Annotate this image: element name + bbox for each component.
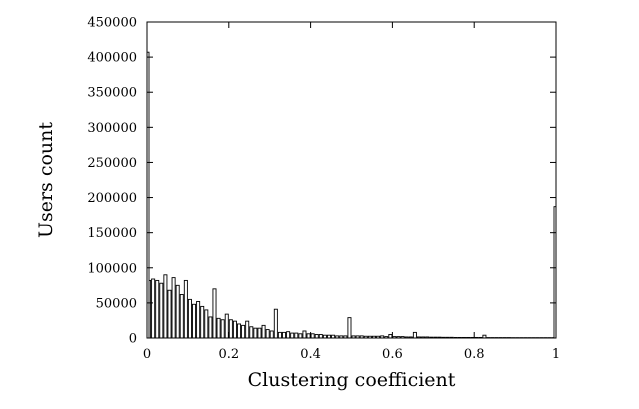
histogram-bar: [347, 317, 352, 339]
x-axis-label: Clustering coefficient: [248, 369, 456, 391]
histogram-bar: [208, 316, 213, 339]
y-tick-label: 350000: [87, 86, 137, 101]
histogram-bar: [224, 313, 229, 339]
y-tick-label: 100000: [87, 261, 137, 276]
histogram-bar: [175, 284, 180, 339]
histogram-bar: [155, 279, 160, 339]
histogram-bar: [318, 334, 323, 339]
histogram-bar: [245, 320, 250, 339]
histogram-bar: [171, 277, 176, 339]
histogram-bar: [388, 334, 393, 339]
y-tick-label: 0: [129, 332, 137, 347]
histogram-bar: [183, 279, 188, 339]
histogram-bar: [212, 288, 217, 339]
bars-group: [146, 51, 557, 339]
histogram-bar: [269, 330, 274, 339]
histogram-bar: [257, 327, 262, 339]
histogram-bar: [179, 294, 184, 339]
y-tick-label: 200000: [87, 191, 137, 206]
x-tick-label: 0.4: [300, 347, 321, 362]
histogram-bar: [196, 301, 201, 339]
histogram-bar: [314, 334, 319, 339]
histogram-bar: [261, 324, 266, 339]
x-tick-label: 0: [143, 347, 151, 362]
histogram-bar: [294, 332, 299, 339]
histogram-bar: [241, 324, 246, 339]
plot-frame: [146, 21, 557, 339]
histogram-bar: [277, 331, 282, 339]
histogram-bar: [159, 282, 164, 339]
y-axis-label: Users count: [35, 122, 57, 238]
histogram-bar: [204, 309, 209, 339]
histogram-bar: [412, 331, 417, 339]
histogram-bar: [163, 274, 168, 339]
histogram-bar: [192, 303, 197, 339]
histogram-bar: [187, 298, 192, 339]
ticks-group: 0 50000 100000 150000 200000 250000 300000 3500…: [87, 16, 560, 363]
y-tick-label: 300000: [87, 121, 137, 136]
histogram-bar: [286, 331, 291, 339]
histogram-bar: [253, 327, 258, 339]
histogram-bar: [306, 333, 311, 339]
histogram-bar: [220, 319, 225, 339]
histogram-bar: [151, 278, 156, 339]
y-tick-label: 250000: [87, 156, 137, 171]
y-tick-label: 400000: [87, 51, 137, 66]
histogram-bar: [282, 331, 287, 339]
y-tick-label: 150000: [87, 226, 137, 241]
x-tick-label: 0.8: [464, 347, 485, 362]
y-tick-label: 450000: [87, 16, 137, 31]
histogram-bar: [216, 317, 221, 339]
histogram-bar: [273, 308, 278, 339]
histogram-bar: [167, 289, 172, 339]
histogram-bar: [298, 333, 303, 339]
histogram-bar: [302, 330, 307, 339]
x-tick-label: 0.6: [382, 347, 403, 362]
histogram-bar: [265, 329, 270, 339]
x-tick-label: 0.2: [218, 347, 239, 362]
y-tick-label: 50000: [96, 296, 137, 311]
histogram-bar: [249, 326, 254, 339]
x-tick-label: 1: [552, 347, 560, 362]
histogram-bar: [237, 323, 242, 339]
histogram-bar: [228, 319, 233, 339]
histogram-bar: [200, 305, 205, 339]
histogram-bar: [232, 320, 237, 339]
histogram-bar: [290, 332, 295, 339]
histogram-bar: [310, 333, 315, 339]
